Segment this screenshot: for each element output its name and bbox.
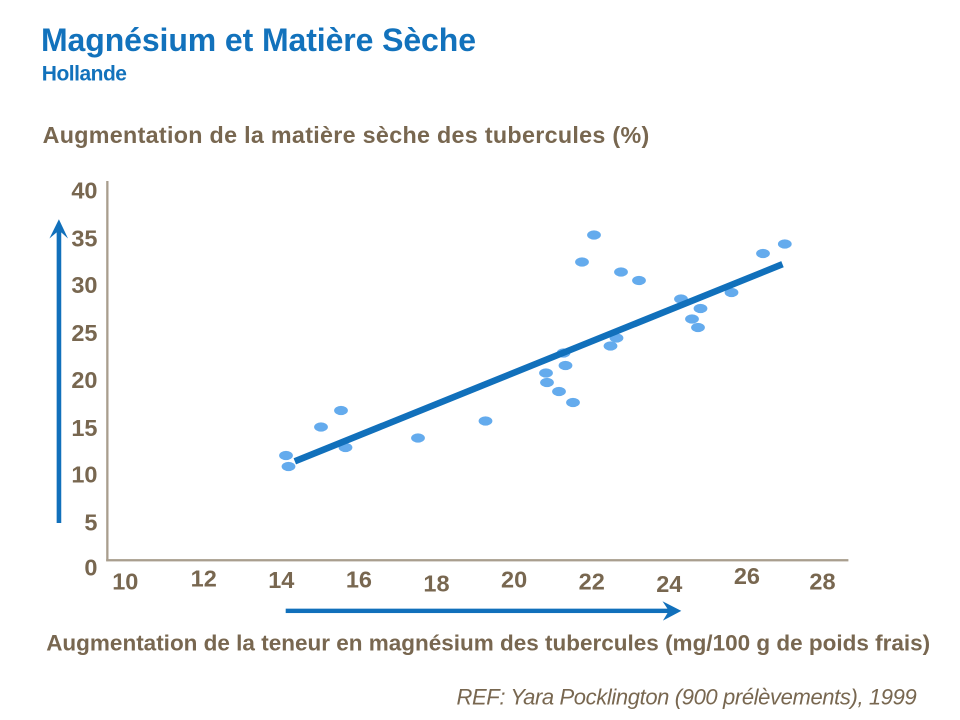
svg-text:10: 10 (71, 462, 97, 488)
svg-text:20: 20 (71, 367, 97, 393)
svg-text:Augmentation de la matière sèc: Augmentation de la matière sèche des tub… (43, 122, 650, 148)
svg-text:Augmentation de la teneur en m: Augmentation de la teneur en magnésium d… (46, 631, 930, 656)
svg-text:5: 5 (84, 509, 97, 535)
svg-text:24: 24 (656, 571, 682, 597)
svg-text:0: 0 (84, 554, 97, 580)
svg-text:REF: Yara Pocklington (900 pré: REF: Yara Pocklington (900 prélèvements)… (457, 685, 917, 710)
svg-text:Magnésium et Matière Sèche: Magnésium et Matière Sèche (41, 22, 476, 58)
svg-text:15: 15 (71, 415, 97, 441)
svg-text:28: 28 (809, 569, 835, 595)
svg-text:20: 20 (501, 566, 527, 592)
svg-text:Hollande: Hollande (42, 62, 127, 85)
svg-text:10: 10 (112, 569, 138, 595)
svg-text:22: 22 (579, 569, 605, 595)
svg-text:30: 30 (71, 272, 97, 298)
svg-text:16: 16 (346, 566, 372, 592)
svg-text:14: 14 (268, 567, 294, 593)
svg-text:40: 40 (71, 177, 97, 203)
svg-text:18: 18 (423, 570, 449, 596)
svg-text:25: 25 (71, 320, 97, 346)
svg-text:35: 35 (71, 225, 97, 251)
svg-text:12: 12 (191, 566, 217, 592)
svg-text:26: 26 (734, 563, 760, 589)
